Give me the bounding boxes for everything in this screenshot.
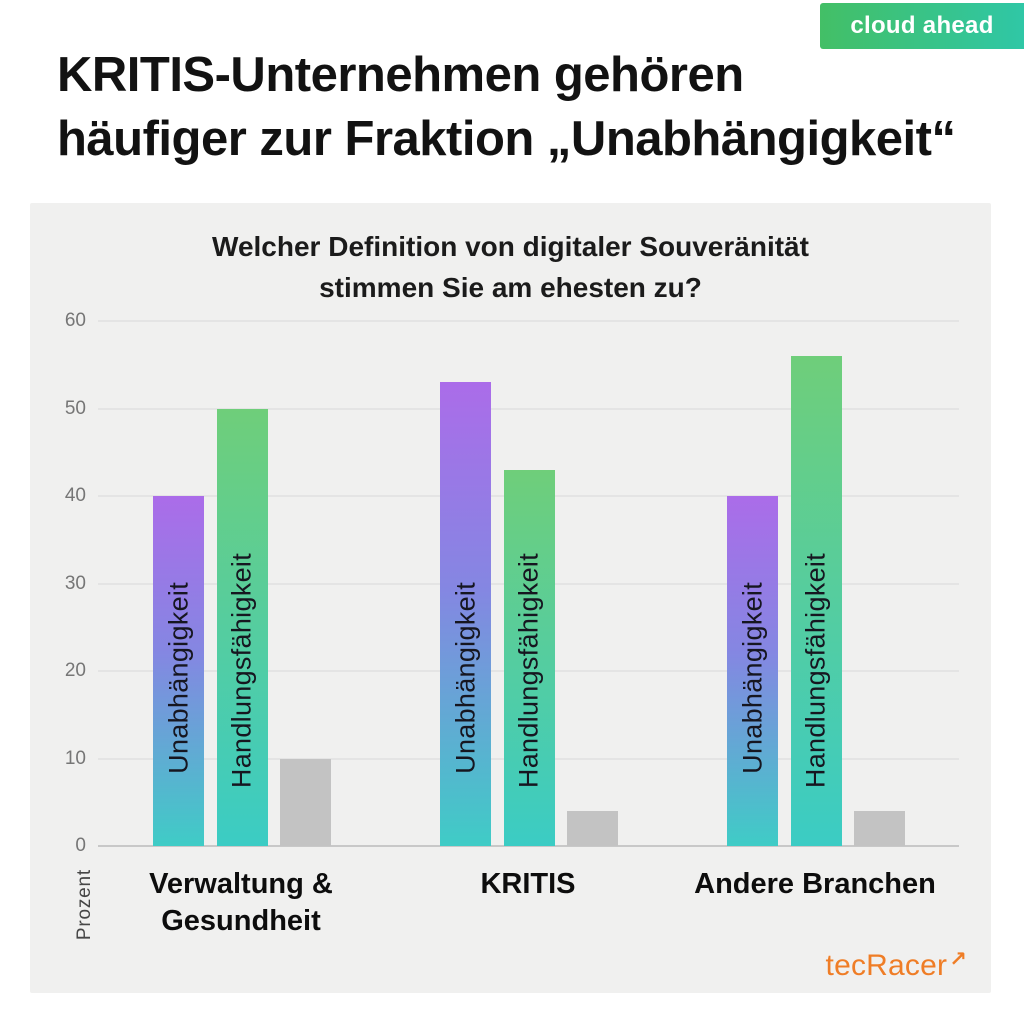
cloud-ahead-badge: cloud ahead [820, 3, 1024, 49]
page-title-line1: KRITIS-Unternehmen gehören [57, 48, 744, 102]
plot-area: 0 10 20 30 40 50 60 Unabhängigkeit Unabhängigkei… [65, 310, 959, 937]
bar-series-label: Unabhängigkeit [737, 582, 767, 774]
bar-series-label: Unabhängigkeit [450, 582, 480, 774]
bar-sonstige-3 [854, 811, 905, 846]
badge-label: cloud ahead [850, 12, 994, 39]
y-axis-title: Prozent [74, 868, 95, 940]
arrow-up-right-icon: ↗ [949, 948, 967, 971]
page-title-line2: häufiger zur Fraktion „Unabhängigkeit“ [57, 111, 956, 166]
bar-series-label: Unabhängigkeit [163, 582, 193, 774]
page-title: KRITIS-Unternehmen gehören häufiger zur … [57, 44, 956, 171]
y-tick-label-60: 60 [64, 310, 86, 331]
bar-series-label: Handlungsfähigkeit [513, 552, 544, 788]
tecracer-logo: tecRacer↗ [825, 948, 967, 983]
tecracer-logo-text: tecRacer [825, 949, 948, 982]
bar-sonstige-2 [567, 811, 618, 846]
gridline-60 [98, 320, 959, 322]
chart-title-line2: stimmen Sie am ehesten zu? [319, 271, 702, 303]
chart-panel: Welcher Definition von digitaler Souverä… [30, 203, 991, 993]
bar-series-label: Handlungsfähigkeit [226, 552, 257, 788]
y-tick-label-40: 40 [64, 485, 86, 506]
bar-series-label: Handlungsfähigkeit [800, 552, 831, 788]
x-axis-label-1: Verwaltung & Gesundheit [149, 868, 333, 937]
y-tick-label-10: 10 [64, 747, 86, 769]
x-axis-label-2: KRITIS [480, 868, 576, 900]
y-tick-label-30: 30 [64, 572, 86, 594]
gridline-0 [98, 845, 959, 847]
chart-title: Welcher Definition von digitaler Souverä… [30, 227, 991, 308]
bar-sonstige-1 [280, 758, 331, 846]
y-tick-label-0: 0 [75, 835, 86, 856]
y-tick-label-50: 50 [64, 397, 86, 419]
y-tick-label-20: 20 [64, 660, 86, 681]
gridline-50 [98, 407, 959, 410]
bar-unabhängigkeit-1: Unabhängigkeit [153, 496, 204, 846]
bar-handlungsfähigkeit-1: Handlungsfähigkeit [216, 408, 268, 846]
bar-handlungsfähigkeit-2: Handlungsfähigkeit [503, 469, 555, 846]
x-axis-label-3: Andere Branchen [694, 868, 936, 900]
bar-handlungsfähigkeit-3: Handlungsfähigkeit [790, 356, 842, 846]
bar-unabhängigkeit-3: Unabhängigkeit [727, 496, 778, 846]
chart-title-line1: Welcher Definition von digitaler Souverä… [212, 231, 809, 262]
bar-unabhängigkeit-2: Unabhängigkeit [440, 382, 491, 846]
